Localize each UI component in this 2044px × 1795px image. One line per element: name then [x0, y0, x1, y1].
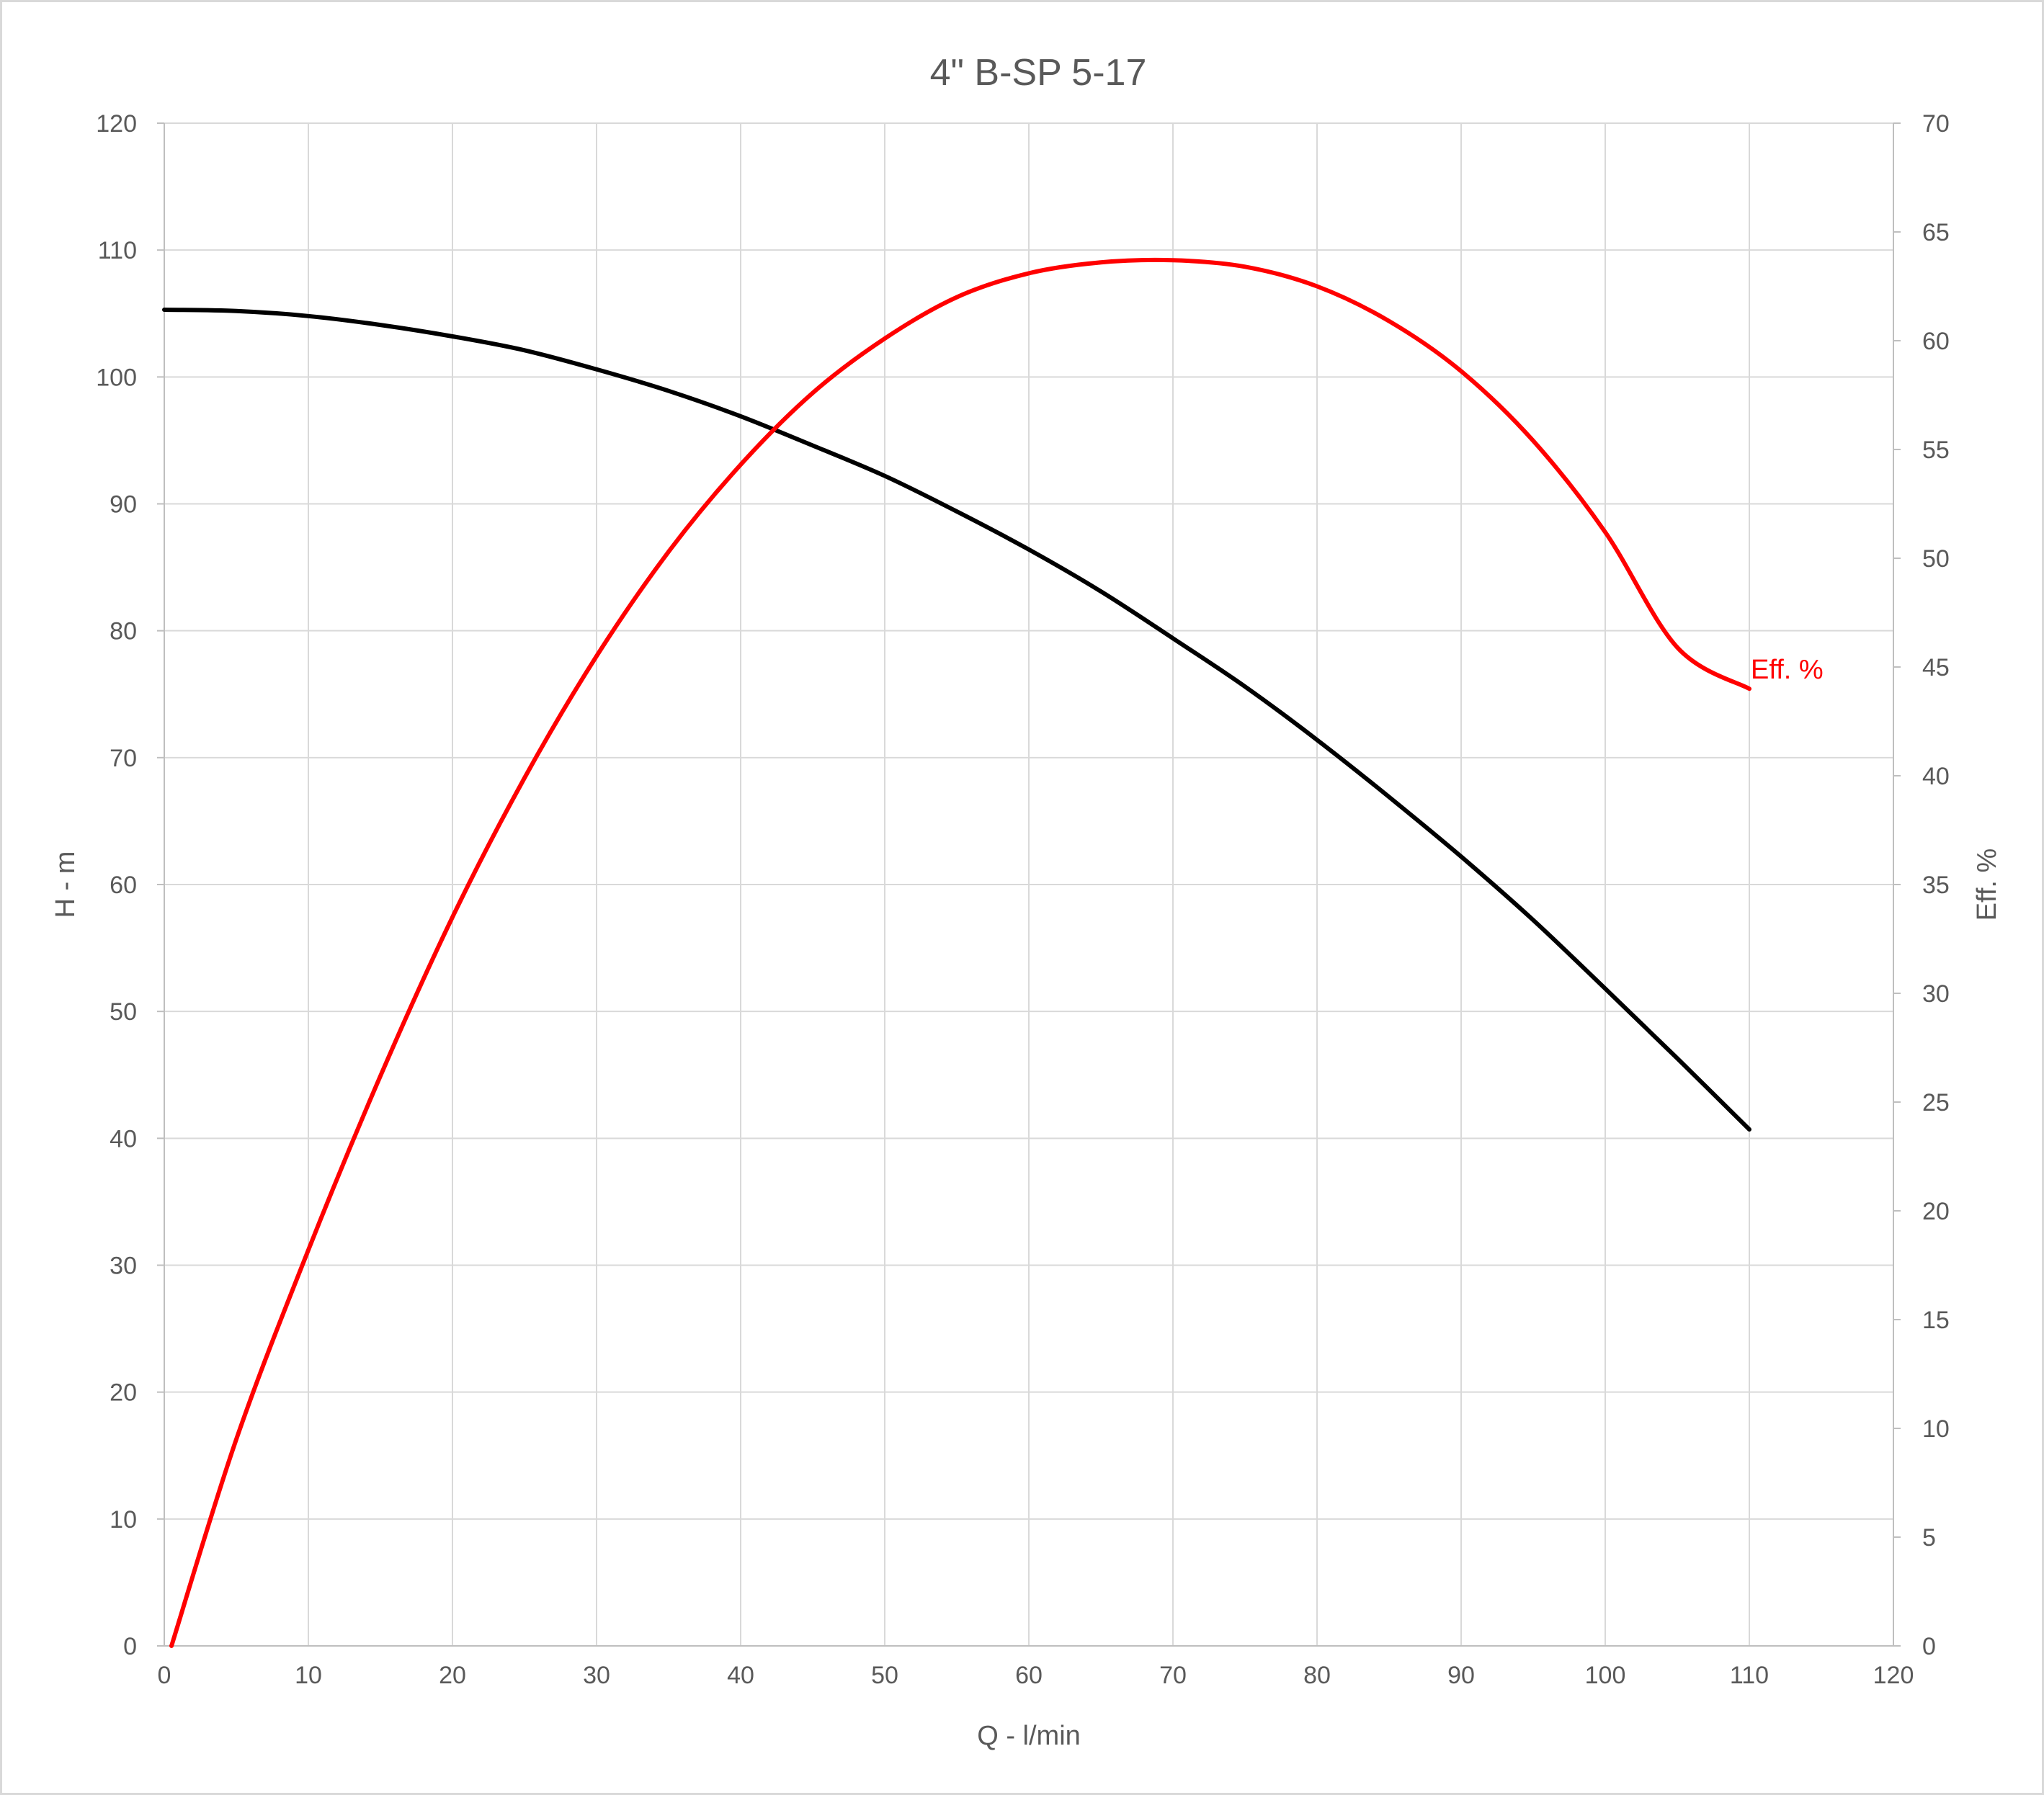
- efficiency-series-line: [169, 257, 1751, 1648]
- x-tick-label: 90: [1447, 1662, 1475, 1689]
- y2-tick-label: 5: [1922, 1524, 1936, 1552]
- y2-tick-label: 40: [1922, 763, 1950, 790]
- x-tick-label: 20: [439, 1662, 466, 1689]
- axes: [157, 122, 1901, 1647]
- gridlines: [164, 122, 1894, 1647]
- x-axis-title: Q - l/min: [977, 1721, 1081, 1751]
- x-tick-label: 120: [1873, 1662, 1914, 1689]
- y-tick-label: 80: [110, 618, 137, 645]
- y2-tick-label: 30: [1922, 980, 1950, 1008]
- y-axis-title: H - m: [50, 851, 81, 918]
- head-series-line: [162, 308, 1751, 1132]
- y-tick-label: 90: [110, 491, 137, 519]
- x-tick-label: 40: [727, 1662, 754, 1689]
- x-tick-label: 50: [871, 1662, 898, 1689]
- labels: 4" B-SP 5-17 Q - l/min H - m Eff. % 0 10 2…: [50, 52, 2002, 1751]
- y2-tick-label: 50: [1922, 545, 1950, 573]
- x-tick-label: 100: [1585, 1662, 1626, 1689]
- y-tick-label: 50: [110, 998, 137, 1026]
- y2-tick-label: 15: [1922, 1307, 1950, 1334]
- x-tick-label: 70: [1159, 1662, 1187, 1689]
- y2-tick-label: 55: [1922, 437, 1950, 464]
- y2-tick-label: 0: [1922, 1633, 1936, 1660]
- y-tick-label: 110: [98, 237, 137, 264]
- y-tick-label: 30: [110, 1253, 137, 1280]
- y-tick-label: 100: [96, 364, 137, 391]
- efficiency-series-label: Eff. %: [1751, 655, 1824, 685]
- y-tick-label: 10: [110, 1506, 137, 1534]
- series-lines: [162, 257, 1751, 1648]
- x-tick-label: 60: [1015, 1662, 1043, 1689]
- x-tick-label: 0: [158, 1662, 171, 1689]
- y2-tick-label: 65: [1922, 219, 1950, 246]
- y2-tick-label: 35: [1922, 872, 1950, 899]
- y-tick-label: 0: [123, 1633, 137, 1660]
- y-tick-label: 20: [110, 1379, 137, 1407]
- y2-tick-label: 10: [1922, 1415, 1950, 1443]
- y2-tick-label: 70: [1922, 110, 1950, 138]
- x-tick-label: 80: [1303, 1662, 1331, 1689]
- x-tick-label: 10: [295, 1662, 322, 1689]
- y2-tick-label: 20: [1922, 1198, 1950, 1225]
- x-tick-label: 110: [1730, 1662, 1769, 1689]
- y-tick-label: 40: [110, 1125, 137, 1152]
- y-tick-label: 70: [110, 745, 137, 772]
- y2-tick-label: 45: [1922, 654, 1950, 681]
- x-tick-label: 30: [583, 1662, 610, 1689]
- y-tick-label: 120: [96, 110, 137, 138]
- y-tick-label: 60: [110, 872, 137, 899]
- chart-title: 4" B-SP 5-17: [930, 52, 1147, 94]
- y2-tick-label: 60: [1922, 328, 1950, 355]
- y2-axis-title: Eff. %: [1972, 849, 2002, 921]
- y2-tick-label: 25: [1922, 1089, 1950, 1116]
